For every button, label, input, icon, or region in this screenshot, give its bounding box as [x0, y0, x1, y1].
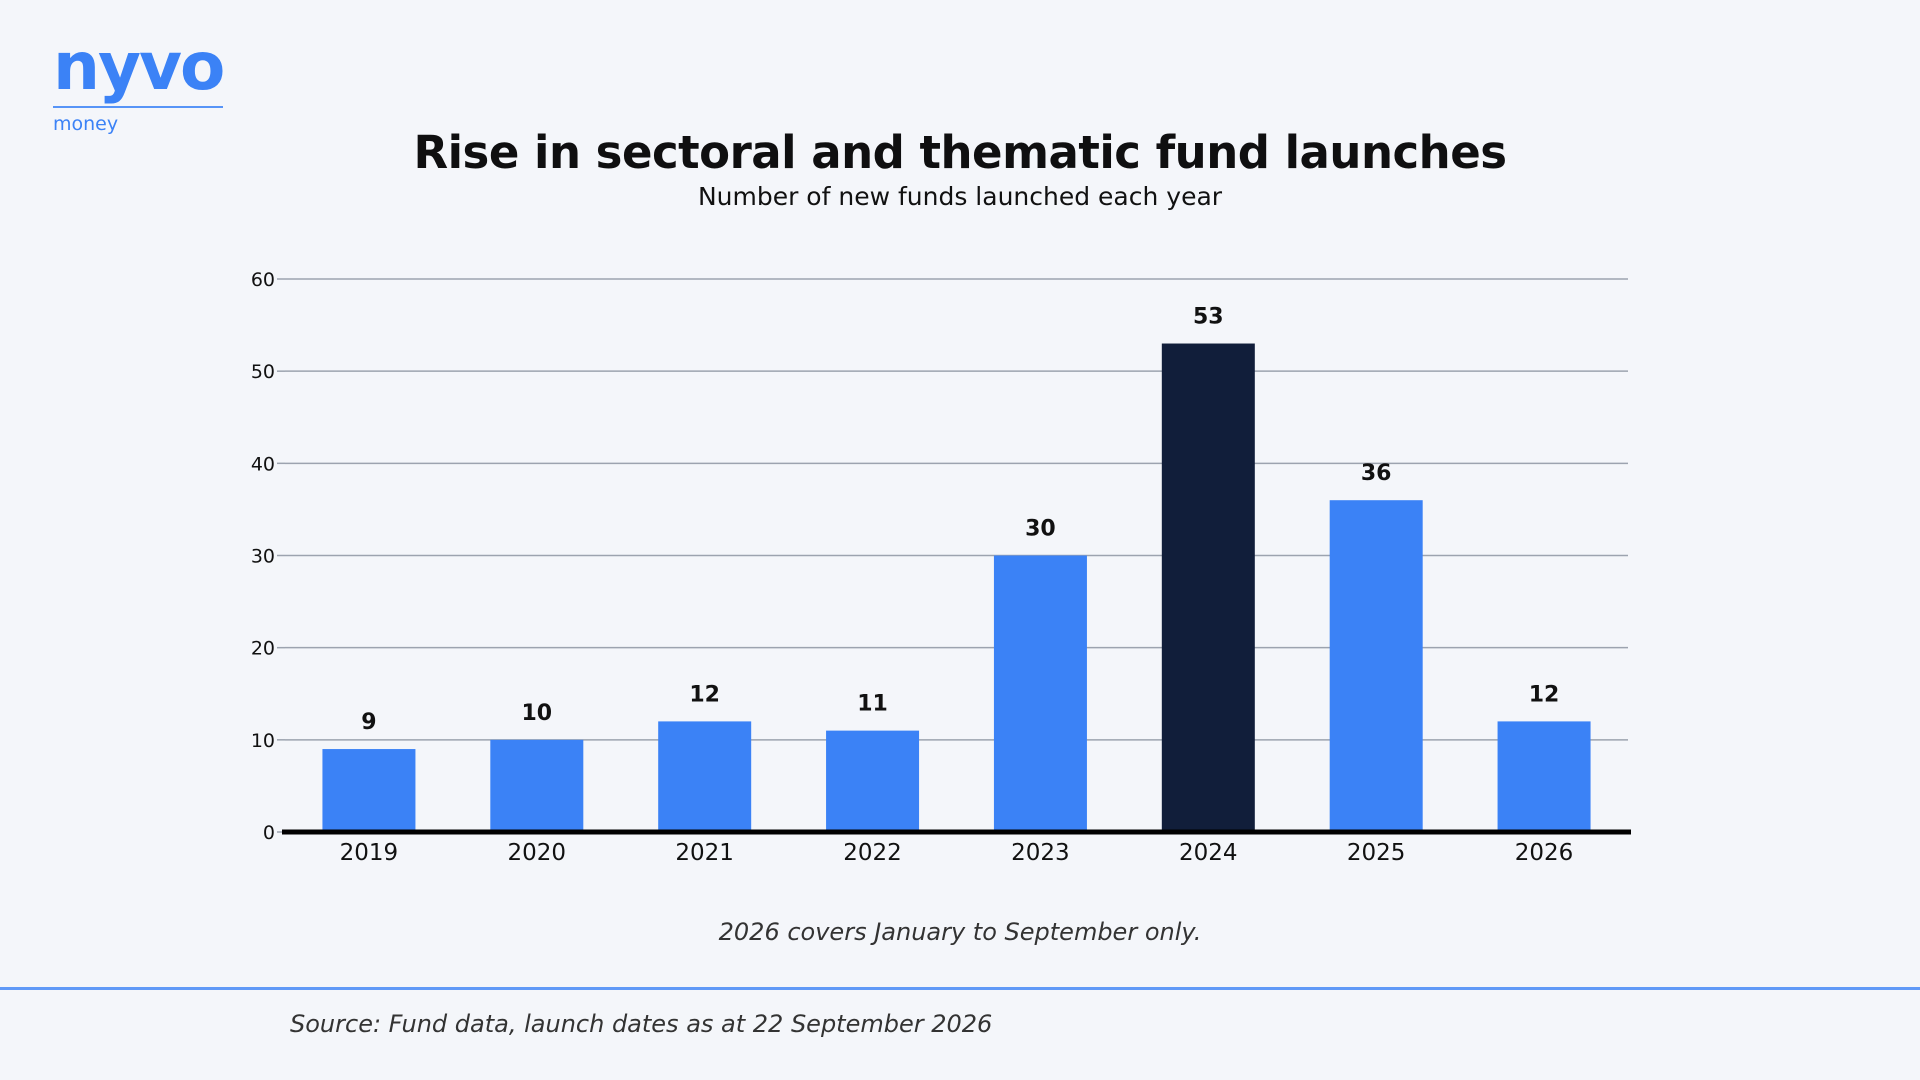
x-tick-label: 2019	[340, 840, 399, 866]
brand-divider	[53, 106, 223, 108]
chart-footnote: 2026 covers January to September only.	[718, 918, 1202, 946]
bar-2022	[826, 730, 920, 832]
chart-title: Rise in sectoral and thematic fund launc…	[413, 126, 1507, 179]
brand-tagline: money	[53, 113, 119, 135]
x-tick-label: 2022	[843, 840, 902, 866]
data-label: 30	[1025, 517, 1056, 542]
x-tick-label: 2023	[1011, 840, 1070, 866]
data-label: 9	[361, 710, 376, 735]
brand-logo: nyvo money	[53, 28, 225, 135]
data-label: 11	[857, 692, 888, 717]
y-tick-label: 20	[251, 638, 275, 660]
bar-2019	[322, 749, 416, 832]
data-label: 12	[1529, 682, 1560, 707]
source-note: Source: Fund data, launch dates as at 22…	[290, 1010, 993, 1038]
bar-2020	[490, 739, 584, 832]
y-tick-label: 10	[251, 730, 275, 752]
bar-2021	[658, 721, 752, 832]
y-tick-label: 60	[251, 269, 275, 291]
chart-subtitle: Number of new funds launched each year	[697, 182, 1223, 211]
x-tick-label: 2025	[1347, 840, 1406, 866]
y-tick-label: 50	[251, 361, 275, 383]
bar-2023	[993, 555, 1087, 832]
y-tick-label: 0	[263, 822, 275, 844]
x-tick-label: 2024	[1179, 840, 1238, 866]
data-label: 12	[689, 682, 720, 707]
bar-2024	[1161, 343, 1255, 832]
x-tick-label: 2026	[1515, 840, 1574, 866]
brand-name: nyvo	[53, 28, 225, 105]
y-tick-label: 30	[251, 546, 275, 568]
data-label: 36	[1361, 461, 1392, 486]
x-tick-label: 2021	[675, 840, 734, 866]
x-tick-label: 2020	[508, 840, 567, 866]
bar-2026	[1497, 721, 1591, 832]
y-tick-label: 40	[251, 453, 275, 475]
data-label: 53	[1193, 305, 1224, 330]
footer-divider	[0, 987, 1920, 990]
bar-2025	[1329, 500, 1423, 832]
data-label: 10	[522, 701, 553, 726]
